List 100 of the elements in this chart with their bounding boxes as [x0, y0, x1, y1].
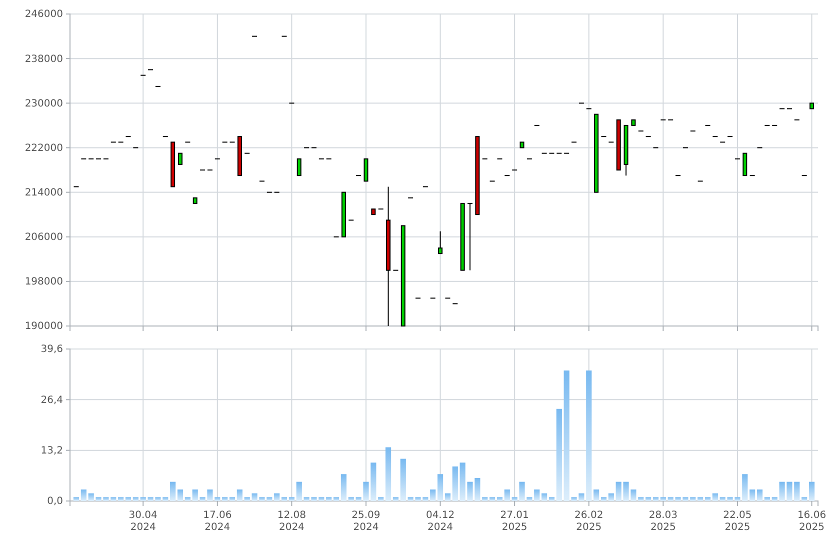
bar — [408, 497, 414, 501]
bar — [556, 408, 562, 501]
bar — [660, 497, 666, 501]
bar — [600, 497, 607, 501]
bar — [668, 497, 674, 501]
bar — [259, 497, 265, 501]
bar — [504, 489, 510, 501]
bar — [385, 447, 392, 501]
bar — [727, 497, 733, 501]
bar — [704, 497, 711, 501]
candlestick — [296, 158, 302, 176]
bar — [96, 497, 102, 501]
bar — [467, 482, 473, 501]
bar — [148, 497, 154, 501]
bar — [482, 497, 488, 501]
y-tick-label: 246000 — [24, 9, 63, 20]
bar — [222, 497, 228, 501]
y-tick-label: 214000 — [24, 187, 63, 198]
bar — [460, 462, 466, 501]
candlestick — [475, 136, 480, 216]
bar — [184, 497, 190, 501]
y-tick-label: 206000 — [24, 232, 63, 244]
candlestick — [520, 142, 524, 148]
x-tick-label: 27.01 2025 — [500, 510, 529, 533]
y-tick-label: 0,0 — [47, 496, 63, 508]
bar — [794, 482, 800, 501]
bar — [586, 370, 592, 501]
bar — [734, 497, 740, 501]
bar — [274, 493, 280, 501]
x-tick-label: 25.09 2024 — [352, 510, 380, 533]
y-tick-label: 238000 — [24, 54, 63, 65]
bar — [311, 497, 317, 501]
bar — [542, 493, 548, 501]
bar — [333, 497, 340, 501]
bar — [698, 497, 704, 501]
bar — [422, 497, 428, 501]
bar — [496, 497, 503, 501]
bar — [720, 497, 726, 501]
bar — [200, 497, 206, 501]
bar — [646, 497, 652, 501]
bar — [110, 497, 116, 501]
bar — [578, 493, 584, 501]
y-tick-label: 26,4 — [40, 394, 63, 406]
bar — [363, 482, 369, 501]
bar — [519, 482, 525, 501]
y-tick-label: 230000 — [24, 98, 63, 110]
bar — [252, 493, 258, 501]
candlestick — [631, 119, 636, 126]
candlestick — [742, 152, 748, 176]
x-tick-label: 22.05 2025 — [723, 510, 752, 533]
bar — [118, 497, 124, 501]
y-tick-label: 222000 — [24, 142, 63, 154]
bar — [326, 497, 332, 501]
candlestick — [192, 197, 198, 204]
bar — [571, 497, 577, 501]
candlestick — [616, 119, 621, 170]
bar — [712, 493, 718, 501]
candlestick — [237, 136, 242, 176]
bar — [452, 466, 458, 501]
x-tick-label: 30.04 2024 — [128, 510, 158, 533]
bar — [80, 489, 86, 501]
bar — [356, 497, 362, 501]
bar — [564, 370, 570, 501]
bar — [512, 497, 518, 501]
candlestick — [438, 230, 443, 254]
bar — [170, 482, 176, 501]
bar — [430, 489, 436, 501]
candlestick — [371, 208, 376, 216]
bar — [675, 497, 681, 501]
bar — [73, 497, 80, 501]
bar — [266, 497, 272, 501]
bar — [392, 497, 399, 501]
candlestick — [400, 225, 406, 326]
bar — [415, 497, 421, 501]
y-tick-label: 13,2 — [40, 446, 63, 457]
bar — [690, 497, 696, 501]
bar — [132, 497, 138, 501]
x-tick-label: 12.08 2024 — [277, 510, 306, 533]
bar — [652, 497, 659, 501]
x-tick-label: 16.06 2025 — [797, 510, 826, 533]
bar — [348, 497, 354, 501]
bar — [534, 489, 540, 501]
candlestick — [170, 142, 176, 188]
bar — [489, 497, 496, 501]
bar — [244, 497, 250, 501]
bar — [594, 489, 600, 501]
bar — [802, 497, 808, 501]
bar — [214, 497, 220, 501]
bar — [437, 474, 444, 501]
bar — [630, 489, 636, 501]
candlestick — [594, 114, 599, 193]
bar — [229, 497, 236, 501]
bar — [616, 482, 622, 501]
bar — [370, 462, 376, 501]
x-tick-label: 26.02 2025 — [574, 510, 604, 533]
bar — [88, 493, 94, 501]
bar — [155, 497, 161, 501]
y-tick-label: 198000 — [24, 276, 63, 288]
bar — [288, 497, 294, 501]
bar — [378, 497, 384, 501]
